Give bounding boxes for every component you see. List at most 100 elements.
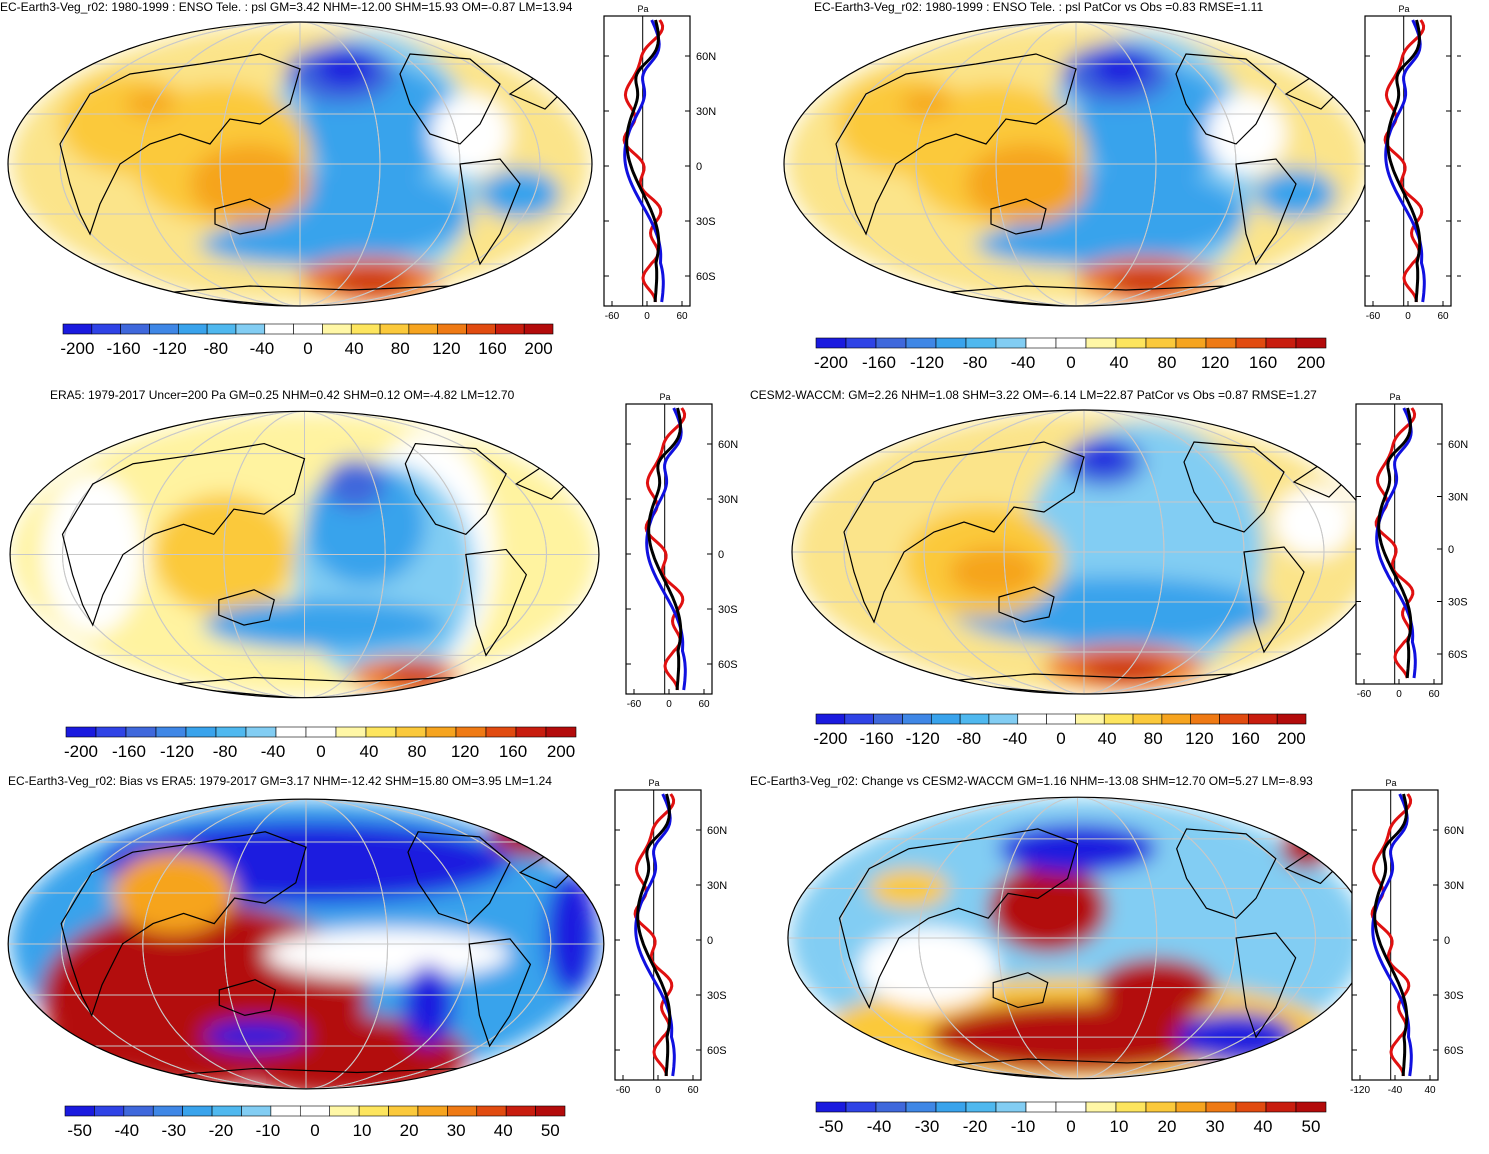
coastline xyxy=(838,828,1079,1009)
zonal-mean-line xyxy=(1373,793,1409,1077)
coastline xyxy=(459,158,521,266)
colorbar-label: -40 xyxy=(1003,729,1028,748)
colorbar-swatch xyxy=(235,323,266,335)
zonal-lat-label: 30S xyxy=(1444,990,1464,1002)
zonal-frame xyxy=(1351,789,1439,1081)
colorbar-label: 120 xyxy=(1185,729,1213,748)
colorbar-swatch xyxy=(845,1101,877,1113)
colorbar-swatch xyxy=(94,1105,125,1117)
colorbar-swatch xyxy=(365,726,397,738)
field-blob xyxy=(204,1020,306,1052)
colorbar-swatch xyxy=(965,337,997,349)
map-panel xyxy=(7,21,593,307)
zonal-frame xyxy=(614,789,702,1081)
colorbar: -200 -160 -120 -80 -40 0 40 80 120 160 200 xyxy=(813,713,1307,748)
zonal-lat-label: 60S xyxy=(718,659,738,671)
colorbar-label: -160 xyxy=(860,729,894,748)
field-blob xyxy=(949,547,1039,597)
colorbar-label: 80 xyxy=(408,742,427,761)
map-panel xyxy=(791,409,1377,695)
colorbar-label: -40 xyxy=(250,339,275,358)
colorbar-swatch xyxy=(545,726,577,738)
colorbar-label: -20 xyxy=(209,1121,234,1140)
colorbar-label: -160 xyxy=(107,339,141,358)
colorbar-label: 160 xyxy=(1249,353,1277,372)
colorbar-label: 80 xyxy=(391,339,410,358)
panel-bias-vs-era5: EC-Earth3-Veg_r02: Bias vs ERA5: 1979-20… xyxy=(0,774,740,1154)
field-blob xyxy=(1256,169,1336,219)
field-blob xyxy=(480,169,560,219)
zonal-mean-line xyxy=(1384,19,1426,303)
zonal-unit-label: Pa xyxy=(637,4,648,14)
colorbar-label: 200 xyxy=(524,339,552,358)
colorbar-swatch xyxy=(466,323,496,335)
colorbar-swatch xyxy=(535,1105,566,1117)
colorbar-label: 200 xyxy=(1277,729,1305,748)
colorbar-swatch xyxy=(388,1105,419,1117)
colorbar-swatch xyxy=(815,713,846,725)
colorbar-swatch xyxy=(1103,713,1134,725)
colorbar-label: 40 xyxy=(360,742,379,761)
colorbar-label: -160 xyxy=(112,742,146,761)
field-blob xyxy=(1082,443,1126,471)
coastline xyxy=(992,972,1049,1009)
field-blob xyxy=(330,270,410,294)
colorbar-label: 0 xyxy=(303,339,312,358)
colorbar-swatch xyxy=(875,337,907,349)
colorbar-label: -120 xyxy=(906,729,940,748)
colorbar-swatch xyxy=(64,1105,95,1117)
colorbar-swatch xyxy=(935,337,967,349)
map-border xyxy=(7,798,605,1090)
graticule-line xyxy=(219,22,381,306)
zonal-frame xyxy=(1355,403,1443,685)
zonal-lat-label: 30N xyxy=(696,106,716,118)
colorbar-swatch xyxy=(875,1101,907,1113)
zonal-lat-label: 30N xyxy=(718,494,738,506)
colorbar-swatch xyxy=(1132,713,1163,725)
colorbar-swatch xyxy=(211,1105,242,1117)
field-blob xyxy=(976,222,1196,266)
colorbar-swatch xyxy=(1046,713,1076,725)
graticule-line xyxy=(223,799,389,1089)
colorbar-label: 0 xyxy=(310,1121,319,1140)
colorbar-swatch xyxy=(125,726,157,738)
colorbar-swatch xyxy=(905,1101,937,1113)
map-panel xyxy=(7,798,605,1090)
zonal-xtick-label: 0 xyxy=(644,311,650,322)
colorbar-swatch xyxy=(959,713,990,725)
colorbar-swatch xyxy=(965,1101,997,1113)
colorbar-label: 50 xyxy=(1302,1117,1321,1136)
zonal-mean-plot: Pa -60 0 60 xyxy=(1364,4,1461,322)
zonal-lat-label: 60N xyxy=(1448,439,1468,451)
zonal-frame xyxy=(1364,15,1452,307)
panel-ec-earth3-patcor: EC-Earth3-Veg_r02: 1980-1999 : ENSO Tele… xyxy=(748,0,1488,380)
zonal-xtick-label: -60 xyxy=(1366,311,1381,322)
graticule-line xyxy=(59,22,541,306)
colorbar-label: -120 xyxy=(160,742,194,761)
zonal-unit-label: Pa xyxy=(1389,392,1400,402)
zonal-mean-plot: Pa -120 -40 40 60N 30N 0 30S 60S xyxy=(1350,778,1464,1096)
field-blob xyxy=(190,144,310,224)
colorbar-swatch xyxy=(275,726,307,738)
colorbar-swatch xyxy=(395,726,427,738)
colorbar-label: -120 xyxy=(153,339,187,358)
colorbar-swatch xyxy=(455,726,487,738)
zonal-mean-line xyxy=(1371,793,1413,1077)
colorbar-swatch xyxy=(815,1101,847,1113)
colorbar: -200 -160 -120 -80 -40 0 40 80 120 160 200 xyxy=(814,337,1327,372)
graticule-line xyxy=(839,797,1316,1079)
coastline xyxy=(835,53,1077,236)
colorbar-swatch xyxy=(1161,713,1192,725)
colorbar-swatch xyxy=(476,1105,507,1117)
colorbar-label: 10 xyxy=(353,1121,372,1140)
colorbar-swatch xyxy=(62,323,93,335)
colorbar-swatch xyxy=(425,726,457,738)
map-border xyxy=(7,21,593,307)
map-border xyxy=(9,410,600,699)
zonal-mean-line xyxy=(645,407,687,691)
zonal-xtick-label: -60 xyxy=(627,699,642,710)
colorbar-swatch xyxy=(350,323,381,335)
zonal-unit-label: Pa xyxy=(648,778,659,788)
colorbar-swatch xyxy=(177,323,208,335)
colorbar-label: 20 xyxy=(400,1121,419,1140)
